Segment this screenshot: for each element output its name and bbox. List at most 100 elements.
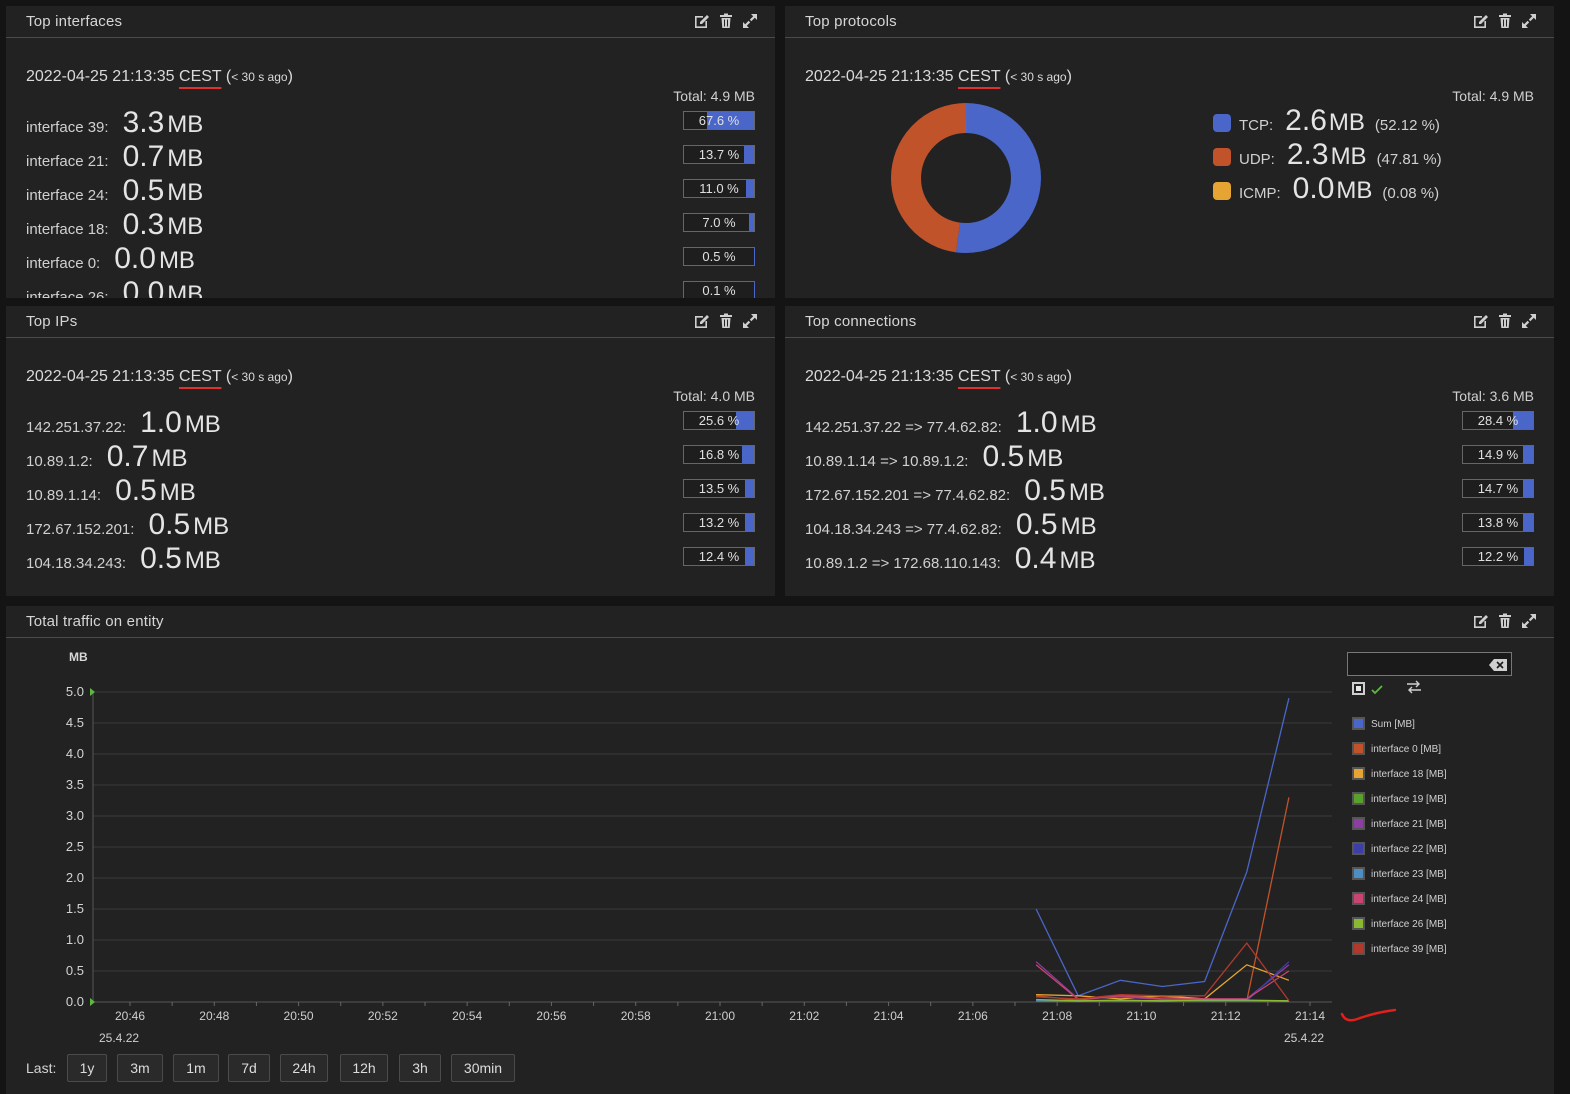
ip-share-text: 13.2 % bbox=[698, 515, 740, 530]
y-tick-label: 5.0 bbox=[65, 684, 84, 699]
connection-row: 142.251.37.22 => 77.4.62.82: 1.0 MB bbox=[805, 406, 1097, 440]
swap-icon[interactable] bbox=[1406, 680, 1422, 694]
legend-series-item[interactable]: Sum [MB] bbox=[1352, 717, 1415, 730]
edit-icon[interactable] bbox=[1472, 12, 1490, 30]
connection-unit: MB bbox=[1068, 479, 1105, 506]
ago-close: ) bbox=[1066, 368, 1072, 385]
range-button-24h[interactable]: 24h bbox=[280, 1054, 328, 1082]
panel-header: Top IPs bbox=[6, 306, 775, 338]
delete-icon[interactable] bbox=[1496, 312, 1514, 330]
y-tick-label: 3.0 bbox=[65, 808, 84, 823]
legend-series-item[interactable]: interface 24 [MB] bbox=[1352, 892, 1447, 905]
x-tick-label: 21:08 bbox=[1042, 1009, 1073, 1023]
x-tick-label: 20:56 bbox=[536, 1009, 567, 1023]
total-traffic-panel: Total traffic on entity bbox=[6, 606, 1554, 1094]
expand-icon[interactable] bbox=[741, 12, 759, 30]
x-tick-label: 21:14 bbox=[1294, 1009, 1326, 1023]
range-button-3m[interactable]: 3m bbox=[117, 1054, 163, 1082]
share-bar-fill bbox=[1524, 548, 1533, 565]
x-tick-label: 20:50 bbox=[283, 1009, 314, 1023]
interface-label: interface 18: bbox=[26, 221, 109, 238]
legend-series-swatch bbox=[1352, 942, 1365, 955]
connection-value: 0.5 bbox=[1015, 508, 1058, 541]
delete-icon[interactable] bbox=[717, 12, 735, 30]
share-bar-fill bbox=[744, 146, 754, 163]
expand-icon[interactable] bbox=[741, 312, 759, 330]
legend-series-label: interface 18 [MB] bbox=[1371, 769, 1447, 780]
checkmark-icon[interactable] bbox=[1371, 683, 1383, 695]
interface-value: 0.0 bbox=[122, 276, 165, 298]
ip-unit: MB bbox=[184, 547, 221, 574]
connection-unit: MB bbox=[1060, 411, 1097, 438]
interface-share-text: 0.5 % bbox=[702, 249, 736, 264]
range-button-7d[interactable]: 7d bbox=[228, 1054, 270, 1082]
panel-header: Top interfaces bbox=[6, 6, 775, 38]
interface-value: 0.7 bbox=[122, 140, 165, 173]
delete-icon[interactable] bbox=[1496, 12, 1514, 30]
range-button-30min[interactable]: 30min bbox=[451, 1054, 515, 1082]
interface-label: interface 0: bbox=[26, 255, 101, 272]
delete-icon[interactable] bbox=[1496, 612, 1514, 630]
legend-series-swatch bbox=[1352, 767, 1365, 780]
range-button-3h[interactable]: 3h bbox=[399, 1054, 441, 1082]
legend-series-item[interactable]: interface 19 [MB] bbox=[1352, 792, 1447, 805]
ago-close: ) bbox=[1066, 68, 1072, 85]
ip-share-bar: 12.4 % bbox=[683, 547, 755, 566]
legend-series-swatch bbox=[1352, 742, 1365, 755]
share-bar-fill bbox=[1522, 480, 1533, 497]
protocol-unit: MB bbox=[1336, 177, 1373, 204]
timezone: CEST bbox=[958, 68, 1001, 85]
ip-value: 0.7 bbox=[106, 440, 149, 473]
legend-series-item[interactable]: interface 21 [MB] bbox=[1352, 817, 1447, 830]
range-button-12h[interactable]: 12h bbox=[340, 1054, 388, 1082]
protocol-legend-item[interactable]: UDP: 2.3MB (47.81 %) bbox=[1213, 138, 1442, 172]
interface-share-text: 0.1 % bbox=[702, 283, 736, 298]
delete-icon[interactable] bbox=[717, 312, 735, 330]
edit-icon[interactable] bbox=[693, 312, 711, 330]
connection-label: 10.89.1.14 => 10.89.1.2: bbox=[805, 453, 969, 470]
connection-share-text: 14.7 % bbox=[1477, 481, 1519, 496]
ip-share-bar: 16.8 % bbox=[683, 445, 755, 464]
interface-unit: MB bbox=[167, 145, 204, 172]
legend-search-input[interactable] bbox=[1350, 655, 1480, 673]
legend-series-item[interactable]: interface 39 [MB] bbox=[1352, 942, 1447, 955]
clear-input-icon[interactable] bbox=[1489, 658, 1507, 671]
legend-series-label: interface 26 [MB] bbox=[1371, 919, 1447, 930]
edit-icon[interactable] bbox=[1472, 312, 1490, 330]
ip-share-text: 16.8 % bbox=[698, 447, 740, 462]
select-all-checkbox[interactable] bbox=[1352, 682, 1365, 695]
donut-slice-icmp[interactable] bbox=[891, 103, 1041, 253]
x-tick-label: 21:10 bbox=[1126, 1009, 1157, 1023]
legend-series-item[interactable]: interface 18 [MB] bbox=[1352, 767, 1447, 780]
share-bar-fill bbox=[746, 180, 754, 197]
expand-icon[interactable] bbox=[1520, 612, 1538, 630]
expand-icon[interactable] bbox=[1520, 312, 1538, 330]
share-bar-fill bbox=[744, 514, 754, 531]
top-ips-panel: Top IPs 2022-04-25 21:13:35 CEST (< 30 s… bbox=[6, 306, 775, 596]
connection-unit: MB bbox=[1059, 547, 1096, 574]
legend-filter bbox=[1347, 652, 1512, 676]
protocol-legend-item[interactable]: ICMP: 0.0MB (0.08 %) bbox=[1213, 172, 1439, 206]
legend-series-item[interactable]: interface 0 [MB] bbox=[1352, 742, 1441, 755]
edit-icon[interactable] bbox=[1472, 612, 1490, 630]
legend-series-item[interactable]: interface 22 [MB] bbox=[1352, 842, 1447, 855]
range-button-1m[interactable]: 1m bbox=[173, 1054, 219, 1082]
interface-value: 0.5 bbox=[122, 174, 165, 207]
y-tick-label: 1.5 bbox=[65, 901, 84, 916]
protocol-value: 2.6 bbox=[1285, 104, 1327, 137]
expand-icon[interactable] bbox=[1520, 12, 1538, 30]
legend-series-label: interface 24 [MB] bbox=[1371, 894, 1447, 905]
y-tick-label: 4.0 bbox=[65, 746, 84, 761]
legend-series-item[interactable]: interface 26 [MB] bbox=[1352, 917, 1447, 930]
ip-row: 10.89.1.14: 0.5 MB bbox=[26, 474, 196, 508]
interface-label: interface 26: bbox=[26, 289, 109, 298]
legend-series-item[interactable]: interface 23 [MB] bbox=[1352, 867, 1447, 880]
range-button-1y[interactable]: 1y bbox=[67, 1054, 107, 1082]
edit-icon[interactable] bbox=[693, 12, 711, 30]
y-tick-label: 4.5 bbox=[65, 715, 84, 730]
interface-row: interface 21: 0.7 MB bbox=[26, 140, 203, 174]
protocol-legend-item[interactable]: TCP: 2.6MB (52.12 %) bbox=[1213, 104, 1440, 138]
timestamp: 2022-04-25 21:13:35 CEST (< 30 s ago) bbox=[805, 68, 1072, 86]
connection-row: 172.67.152.201 => 77.4.62.82: 0.5 MB bbox=[805, 474, 1105, 508]
interface-share-text: 67.6 % bbox=[698, 113, 740, 128]
